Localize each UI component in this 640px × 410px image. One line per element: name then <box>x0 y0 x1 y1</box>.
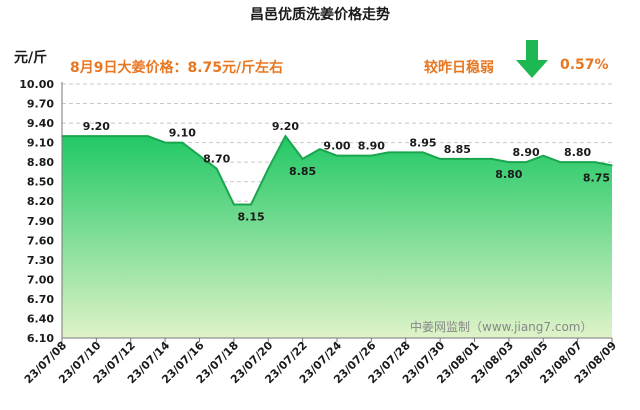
y-tick-label: 9.70 <box>27 98 54 111</box>
y-axis-ticks: 6.10 6.40 6.70 7.00 7.30 7.60 7.90 8.20 8.50 8.80… <box>19 78 54 345</box>
y-tick-label: 8.50 <box>27 176 54 189</box>
data-label: 8.80 <box>495 168 522 181</box>
y-tick-label: 7.30 <box>27 254 54 267</box>
data-label: 8.85 <box>289 165 316 178</box>
data-point <box>525 161 527 163</box>
data-label: 9.20 <box>83 120 110 133</box>
data-point <box>404 151 407 154</box>
y-tick-label: 7.00 <box>27 273 54 286</box>
y-tick-label: 9.40 <box>27 117 54 130</box>
y-tick-label: 8.20 <box>27 195 54 208</box>
data-label: 9.10 <box>169 127 196 140</box>
data-point <box>129 135 132 137</box>
x-axis-ticks: 23/07/0823/07/1023/07/1223/07/1423/07/16… <box>22 338 619 386</box>
data-point <box>147 135 149 137</box>
data-point <box>370 154 373 157</box>
data-point <box>336 154 338 157</box>
data-point <box>112 135 115 137</box>
data-point <box>301 158 304 160</box>
y-tick-label: 6.70 <box>27 293 54 306</box>
y-tick-label: 8.80 <box>27 156 54 169</box>
trend-arrow-group <box>516 40 548 78</box>
y-tick-label: 10.00 <box>19 78 54 91</box>
data-label: 9.00 <box>323 140 350 153</box>
y-tick-label: 7.60 <box>27 234 54 247</box>
data-label: 9.20 <box>272 120 299 133</box>
change-percent: 0.57% <box>560 57 609 73</box>
data-point <box>319 148 321 150</box>
chart-title: 昌邑优质洗姜价格走势 <box>250 7 390 23</box>
y-tick-label: 6.10 <box>27 332 54 345</box>
data-point <box>164 141 166 144</box>
price-headline: 8月9日大姜价格：8.75元/斤左右 <box>70 60 284 76</box>
y-tick-label: 7.90 <box>27 215 54 228</box>
data-point <box>439 158 441 160</box>
data-point <box>250 203 252 206</box>
trend-text: 较昨日稳弱 <box>424 60 494 76</box>
data-point <box>78 135 80 137</box>
data-point <box>215 167 218 170</box>
data-label: 8.95 <box>409 136 436 149</box>
data-point <box>198 154 201 157</box>
data-point <box>284 135 287 137</box>
data-labels: 9.20 9.10 8.70 8.15 9.20 8.85 9.00 8.90 8.95 8.85… <box>83 120 610 223</box>
data-point <box>611 164 613 167</box>
data-point <box>387 151 390 154</box>
data-point <box>181 141 184 144</box>
data-point <box>473 158 476 160</box>
data-point <box>456 158 459 160</box>
data-point <box>576 161 579 163</box>
y-axis-unit-label: 元/斤 <box>14 50 48 66</box>
data-point <box>594 161 596 163</box>
data-label: 8.15 <box>237 210 264 223</box>
data-point <box>267 167 270 170</box>
data-point <box>490 158 493 160</box>
data-label: 8.70 <box>203 153 230 166</box>
data-point <box>353 154 355 157</box>
data-label: 8.75 <box>583 171 610 184</box>
data-point <box>422 151 424 154</box>
data-point <box>542 154 545 157</box>
y-tick-label: 9.10 <box>27 137 54 150</box>
data-label: 8.90 <box>358 140 385 153</box>
data-label: 8.90 <box>512 146 539 159</box>
data-point <box>559 161 562 163</box>
area-fill <box>62 136 612 338</box>
data-point <box>508 161 510 163</box>
data-label: 8.85 <box>444 143 471 156</box>
data-label: 8.80 <box>564 146 591 159</box>
y-tick-label: 6.40 <box>27 312 54 325</box>
area-series <box>61 134 613 338</box>
data-point <box>233 203 235 206</box>
down-arrow-icon <box>516 40 548 78</box>
data-point <box>95 135 98 137</box>
watermark: 中姜网监制（www.jiang7.com） <box>410 320 593 334</box>
